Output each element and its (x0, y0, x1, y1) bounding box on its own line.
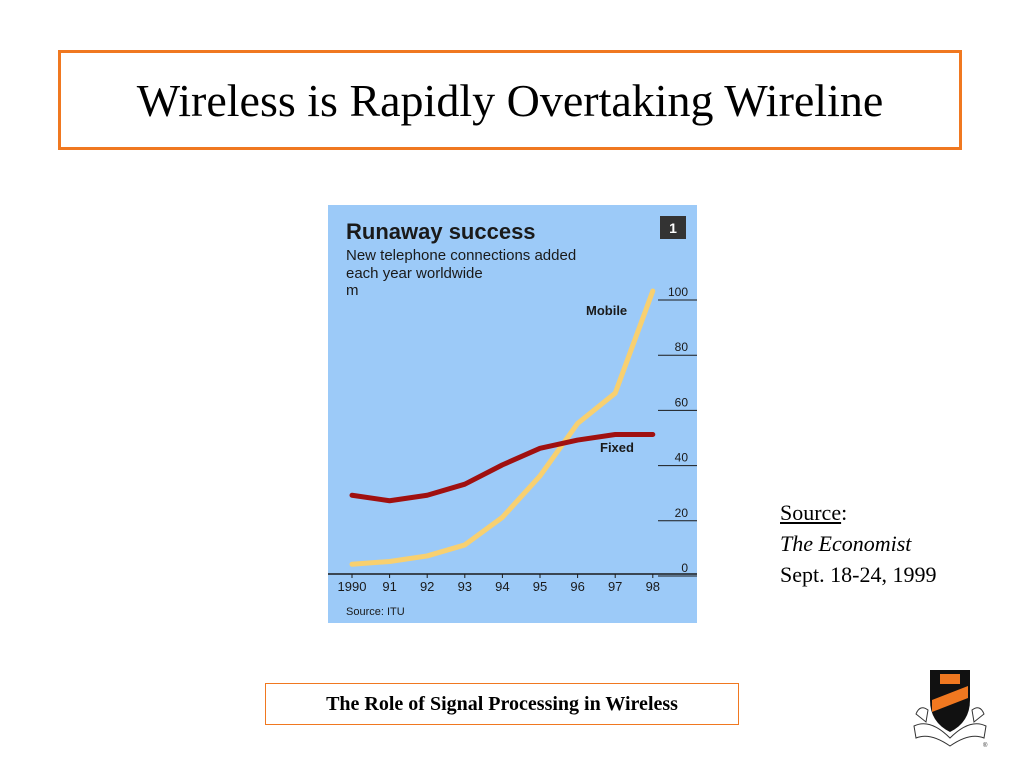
footer-caption: The Role of Signal Processing in Wireles… (326, 692, 678, 715)
chart-panel: 1 Runaway success New telephone connecti… (328, 205, 697, 623)
y-tick-label-0: 0 (681, 561, 688, 575)
title-frame: Wireless is Rapidly Overtaking Wireline (58, 50, 962, 150)
x-tick-label-98: 98 (646, 579, 660, 594)
x-tick-label-95: 95 (533, 579, 547, 594)
footer-caption-box: The Role of Signal Processing in Wireles… (265, 683, 739, 725)
y-tick-label-80: 80 (675, 340, 689, 354)
source-date: Sept. 18-24, 1999 (780, 562, 937, 587)
chart-background (328, 205, 697, 623)
x-tick-label-93: 93 (458, 579, 472, 594)
x-tick-label-92: 92 (420, 579, 434, 594)
x-tick-label-1990: 1990 (338, 579, 367, 594)
slide-title: Wireless is Rapidly Overtaking Wireline (136, 74, 884, 126)
chart-badge: 1 (669, 220, 677, 236)
x-tick-label-96: 96 (570, 579, 584, 594)
chart-subtitle-line-2: each year worldwide (346, 265, 483, 282)
shield-scroll-right-icon (971, 707, 985, 723)
shield-book-icon (940, 674, 960, 684)
chart-unit-label: m (346, 282, 359, 299)
y-tick-label-40: 40 (675, 451, 689, 465)
line-chart: 1 Runaway success New telephone connecti… (328, 205, 697, 623)
shield-ribbon-icon (913, 723, 987, 747)
series-line-fixed (349, 432, 656, 504)
chart-badge-box (660, 216, 686, 239)
shield-chevron-icon (932, 686, 968, 712)
source-label: Source (780, 500, 842, 525)
x-tick-label-91: 91 (382, 579, 396, 594)
y-tick-label-100: 100 (668, 285, 688, 299)
y-tick-label-20: 20 (675, 506, 689, 520)
source-publication: The Economist (780, 531, 912, 556)
logo-registered-mark: ® (983, 742, 988, 749)
y-tick-label-60: 60 (675, 395, 689, 409)
princeton-shield-logo: ® (913, 670, 988, 749)
x-tick-label-97: 97 (608, 579, 622, 594)
chart-title: Runaway success (346, 219, 536, 244)
chart-source: Source: ITU (346, 606, 405, 618)
source-citation: Source: The Economist Sept. 18-24, 1999 (780, 497, 936, 590)
x-tick-label-94: 94 (495, 579, 509, 594)
chart-subtitle-line-1: New telephone connections added (346, 247, 576, 264)
shield-scroll-left-icon (915, 707, 929, 723)
series-label-fixed: Fixed (600, 440, 634, 455)
source-colon: : (841, 500, 848, 525)
series-line-mobile (349, 288, 656, 567)
series-label-mobile: Mobile (586, 303, 627, 318)
